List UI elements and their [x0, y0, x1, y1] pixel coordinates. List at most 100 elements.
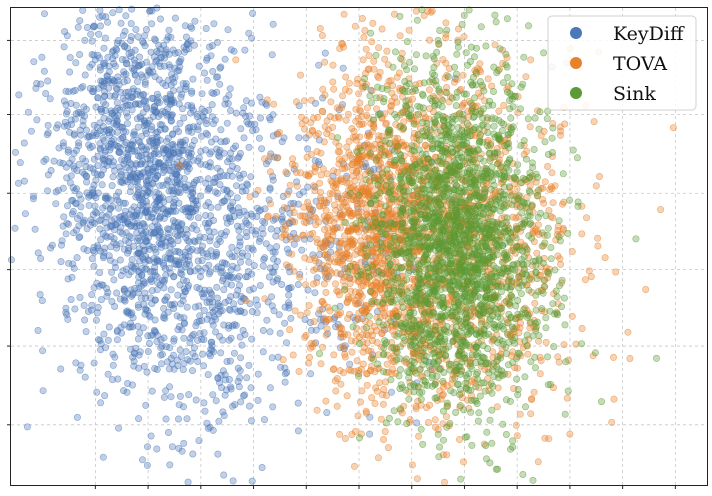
data-point-tova	[391, 93, 399, 101]
data-point-tova	[363, 306, 371, 314]
data-point-keydiff	[270, 307, 278, 315]
data-point-keydiff	[151, 316, 159, 324]
data-point-keydiff	[39, 347, 47, 355]
data-point-tova	[530, 388, 538, 396]
data-point-keydiff	[143, 71, 151, 79]
data-point-keydiff	[294, 399, 302, 407]
data-point-sink	[564, 230, 572, 238]
data-point-keydiff	[109, 9, 117, 17]
data-point-keydiff	[227, 149, 235, 157]
data-point-tova	[310, 213, 318, 221]
data-point-sink	[342, 219, 350, 227]
data-point-tova	[319, 343, 327, 351]
data-point-keydiff	[120, 78, 128, 86]
data-point-keydiff	[141, 80, 149, 88]
data-point-keydiff	[258, 145, 266, 153]
data-point-keydiff	[76, 293, 84, 301]
data-point-tova	[282, 168, 290, 176]
data-point-keydiff	[40, 67, 48, 75]
data-point-tova	[320, 138, 328, 146]
data-point-tova	[582, 214, 590, 222]
data-point-keydiff	[223, 357, 231, 365]
data-point-keydiff	[100, 44, 108, 52]
data-point-tova	[351, 427, 359, 435]
data-point-keydiff	[111, 107, 119, 115]
data-point-keydiff	[189, 450, 197, 458]
data-point-tova	[358, 120, 366, 128]
data-point-keydiff	[127, 286, 135, 294]
data-point-tova	[459, 458, 467, 466]
data-point-keydiff	[94, 242, 102, 250]
data-point-keydiff	[135, 415, 143, 423]
data-point-keydiff	[174, 219, 182, 227]
data-point-keydiff	[201, 69, 209, 77]
data-point-tova	[360, 33, 368, 41]
data-point-keydiff	[254, 396, 262, 404]
data-point-keydiff	[146, 116, 154, 124]
data-point-keydiff	[240, 170, 248, 178]
data-point-tova	[318, 261, 326, 269]
data-point-keydiff	[79, 6, 87, 14]
data-point-keydiff	[60, 43, 68, 51]
data-point-keydiff	[167, 286, 175, 294]
data-point-keydiff	[241, 330, 249, 338]
data-point-tova	[338, 211, 346, 219]
data-point-keydiff	[281, 303, 289, 311]
data-point-keydiff	[130, 357, 138, 365]
data-point-keydiff	[188, 87, 196, 95]
data-point-keydiff	[135, 61, 143, 69]
data-point-keydiff	[248, 477, 256, 485]
data-point-keydiff	[137, 282, 145, 290]
data-point-keydiff	[192, 396, 200, 404]
data-point-keydiff	[202, 129, 210, 137]
data-point-keydiff	[34, 326, 42, 334]
data-point-keydiff	[93, 388, 101, 396]
data-point-keydiff	[154, 331, 162, 339]
data-point-tova	[568, 248, 576, 256]
data-point-keydiff	[245, 221, 253, 229]
data-point-keydiff	[105, 323, 113, 331]
data-point-keydiff	[155, 190, 163, 198]
data-point-keydiff	[128, 256, 136, 264]
data-point-keydiff	[76, 17, 84, 25]
data-point-keydiff	[235, 383, 243, 391]
data-point-keydiff	[98, 81, 106, 89]
data-point-keydiff	[294, 280, 302, 288]
data-point-keydiff	[169, 130, 177, 138]
data-point-keydiff	[210, 20, 218, 28]
data-point-sink	[391, 48, 399, 56]
data-point-tova	[348, 348, 356, 356]
data-point-tova	[304, 171, 312, 179]
data-point-keydiff	[269, 20, 277, 28]
data-point-tova	[568, 312, 576, 320]
data-point-keydiff	[165, 264, 173, 272]
data-point-keydiff	[121, 199, 129, 207]
data-point-tova	[557, 260, 565, 268]
data-point-tova	[292, 98, 300, 106]
data-point-tova	[316, 188, 324, 196]
data-point-keydiff	[60, 213, 68, 221]
data-point-keydiff	[90, 359, 98, 367]
data-point-keydiff	[103, 284, 111, 292]
data-point-tova	[287, 216, 295, 224]
data-point-tova	[302, 281, 310, 289]
data-point-keydiff	[190, 344, 198, 352]
data-point-tova	[337, 309, 345, 317]
data-point-keydiff	[323, 409, 331, 417]
data-point-keydiff	[248, 34, 256, 42]
data-point-keydiff	[200, 289, 208, 297]
data-point-tova	[359, 200, 367, 208]
data-point-keydiff	[100, 166, 108, 174]
data-point-keydiff	[294, 427, 302, 435]
data-point-keydiff	[207, 148, 215, 156]
data-point-tova	[542, 338, 550, 346]
data-point-tova	[336, 224, 344, 232]
data-point-tova	[327, 98, 335, 106]
data-point-keydiff	[62, 163, 70, 171]
data-point-keydiff	[185, 391, 193, 399]
data-point-keydiff	[247, 173, 255, 181]
data-point-keydiff	[206, 184, 214, 192]
data-point-keydiff	[90, 262, 98, 270]
data-point-keydiff	[117, 19, 125, 27]
